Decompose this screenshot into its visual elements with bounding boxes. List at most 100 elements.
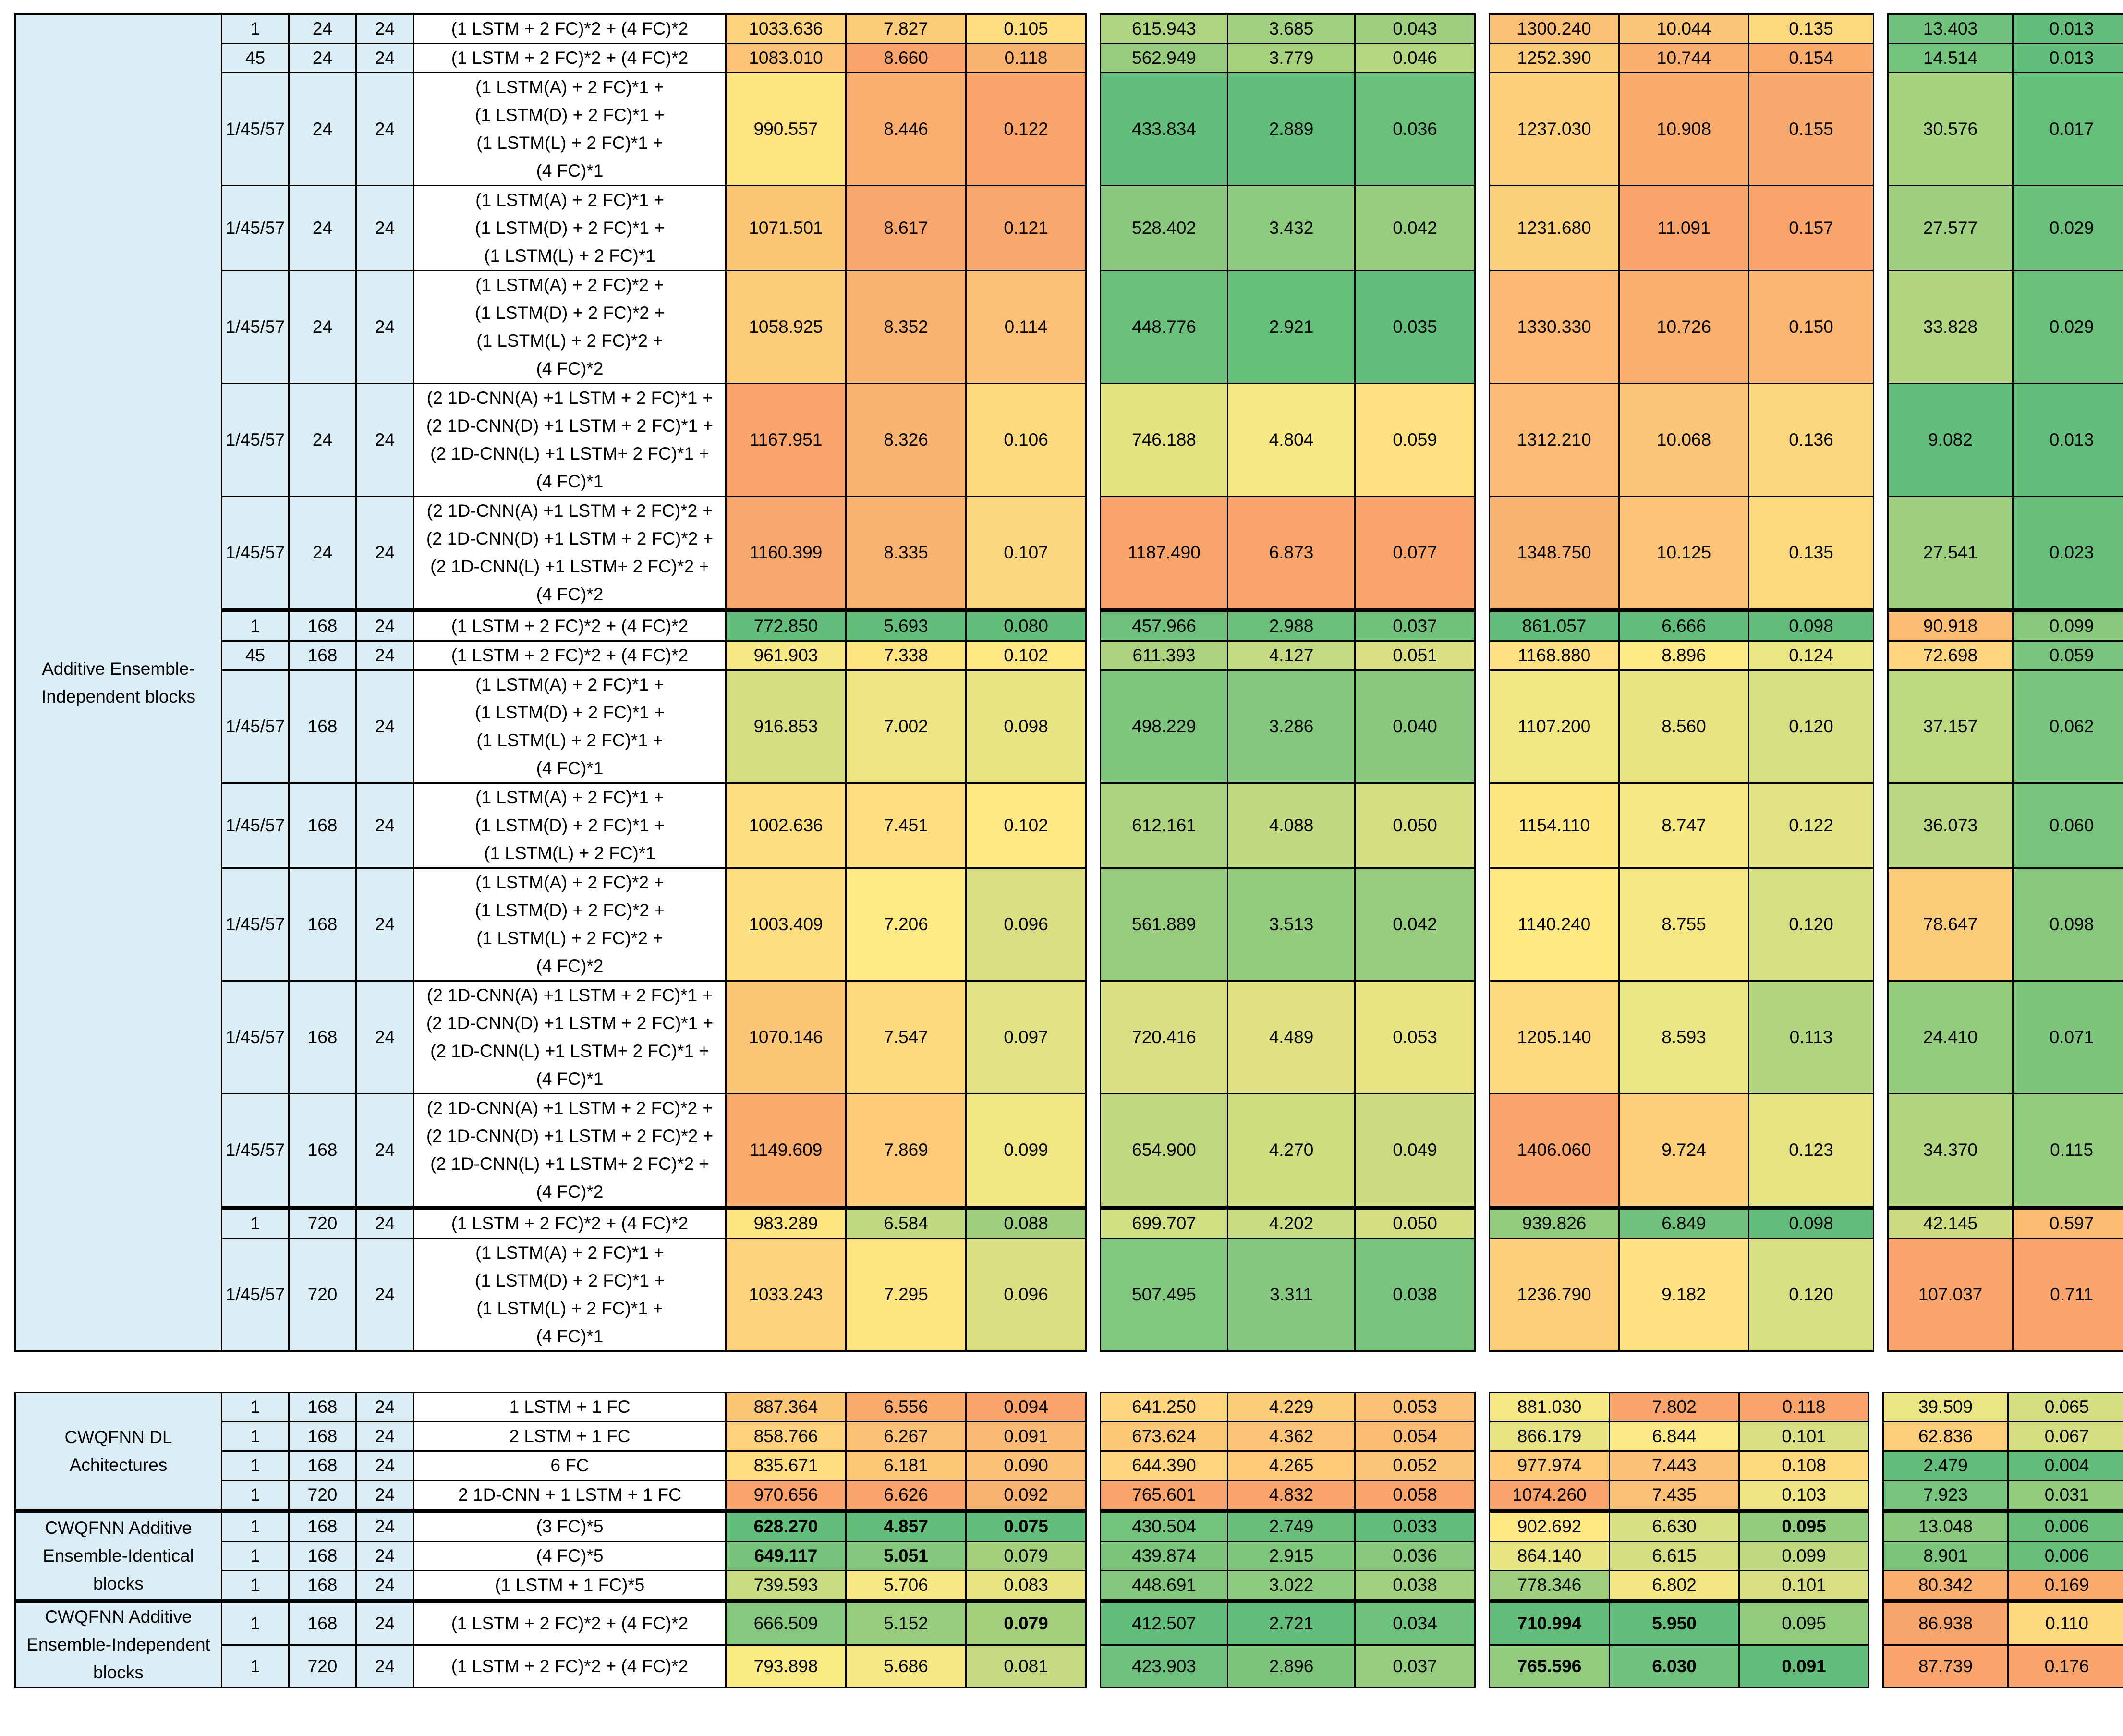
metric-cell: 1003.409: [725, 867, 847, 982]
station-cell: 1/45/57: [221, 669, 290, 784]
architecture-line: (1 LSTM(A) + 2 FC)*2 +: [475, 873, 664, 892]
architecture-line: (2 1D-CNN(D) +1 LSTM + 2 FC)*2 +: [426, 1126, 714, 1146]
architecture-cell: (1 LSTM(A) + 2 FC)*1 + (1 LSTM(D) + 2 FC)…: [413, 782, 727, 869]
metric-cell: 644.390: [1100, 1450, 1228, 1481]
metric-cell: 0.080: [965, 608, 1087, 642]
column-gap: [1086, 270, 1101, 384]
lookback-cell: 720: [288, 1238, 357, 1352]
metric-cell: 8.352: [845, 270, 967, 384]
lookback-cell: 168: [288, 1450, 357, 1481]
metric-cell: 433.834: [1100, 72, 1228, 186]
metric-cell: 10.068: [1618, 383, 1749, 497]
metric-cell: 6.666: [1618, 608, 1749, 642]
architecture-line: (4 FC)*2: [536, 956, 604, 976]
metric-cell: 7.451: [845, 782, 967, 869]
metric-cell: 3.779: [1227, 43, 1356, 73]
column-gap: [1475, 783, 1490, 868]
metric-cell: 1083.010: [725, 43, 847, 73]
column-gap: [1475, 1392, 1490, 1422]
metric-cell: 1348.750: [1489, 496, 1620, 611]
metric-cell: 0.098: [1748, 608, 1874, 642]
metric-cell: 0.097: [965, 980, 1087, 1094]
metric-cell: 1033.636: [725, 13, 847, 44]
results-table-independent-blocks: Additive Ensemble-Independent blocks 1 24 2…: [14, 13, 2123, 1352]
column-gap: [1873, 641, 1888, 670]
metric-cell: 0.092: [965, 1480, 1087, 1512]
architecture-line: (1 LSTM(D) + 2 FC)*2 +: [475, 900, 665, 920]
metric-cell: 0.098: [2012, 867, 2123, 982]
metric-cell: 1330.330: [1489, 270, 1620, 384]
metric-cell: 939.826: [1489, 1206, 1620, 1239]
metric-cell: 3.432: [1227, 185, 1356, 271]
lookback-cell: 168: [288, 608, 357, 642]
architecture-line: (1 LSTM + 2 FC)*2 + (4 FC)*2: [451, 1214, 689, 1233]
architecture-cell: (1 LSTM(A) + 2 FC)*1 + (1 LSTM(D) + 2 FC)…: [413, 1238, 727, 1352]
metric-cell: 1312.210: [1489, 383, 1620, 497]
architecture-line: (2 1D-CNN(A) +1 LSTM + 2 FC)*1 +: [426, 388, 713, 408]
architecture-line: (1 LSTM(A) + 2 FC)*1 +: [475, 1243, 664, 1263]
column-gap: [1868, 1392, 1883, 1422]
architecture-line: (1 LSTM(L) + 2 FC)*1 +: [476, 133, 663, 153]
metric-cell: 0.053: [1354, 1392, 1476, 1422]
table-row: 1/45/57 24 24 (1 LSTM(A) + 2 FC)*2 + (1 LSTM…: [15, 270, 2123, 384]
column-gap: [1475, 670, 1490, 783]
architecture-line: (2 1D-CNN(D) +1 LSTM + 2 FC)*1 +: [426, 1013, 714, 1033]
metric-cell: 7.002: [845, 669, 967, 784]
metric-cell: 0.136: [1748, 383, 1874, 497]
column-gap: [1086, 14, 1101, 44]
metric-cell: 1107.200: [1489, 669, 1620, 784]
column-gap: [1873, 185, 1888, 271]
column-gap: [1475, 1541, 1490, 1571]
metric-cell: 0.088: [965, 1206, 1087, 1239]
metric-cell: 9.082: [1887, 383, 2014, 497]
architecture-cell: (1 LSTM + 2 FC)*2 + (4 FC)*2: [413, 43, 727, 73]
table-row: 1 720 24 (1 LSTM + 2 FC)*2 + (4 FC)*2 983.28…: [15, 1206, 2123, 1239]
metric-cell: 887.364: [725, 1392, 847, 1422]
column-gap: [1475, 1093, 1490, 1208]
architecture-line: (1 LSTM + 2 FC)*2 + (4 FC)*2: [451, 1656, 689, 1676]
metric-cell: 0.035: [1354, 270, 1476, 384]
metric-cell: 8.335: [845, 496, 967, 611]
table-row: 1 168 24 2 LSTM + 1 FC 858.766 6.267 0.091 673.…: [15, 1421, 2123, 1452]
table-row: 1/45/57 24 24 (1 LSTM(A) + 2 FC)*1 + (1 LSTM…: [15, 72, 2123, 186]
column-gap: [1086, 383, 1101, 497]
table-row: CWQFNN Additive Ensemble-Identical block…: [14, 1509, 2123, 1602]
metric-cell: 0.115: [2012, 1093, 2123, 1209]
metric-cell: 8.593: [1618, 980, 1749, 1094]
metric-cell: 90.918: [1887, 608, 2014, 642]
column-gap: [1873, 670, 1888, 783]
metric-cell: 0.054: [1354, 1421, 1476, 1452]
metric-cell: 6.630: [1609, 1509, 1740, 1542]
metric-cell: 720.416: [1100, 980, 1228, 1094]
metric-cell: 793.898: [725, 1644, 847, 1688]
column-gap: [1086, 1601, 1101, 1645]
metric-cell: 0.033: [1354, 1509, 1476, 1542]
metric-cell: 0.050: [1354, 1206, 1476, 1239]
station-cell: 1: [221, 1599, 290, 1646]
metric-cell: 0.135: [1748, 13, 1874, 44]
metric-cell: 0.038: [1354, 1570, 1476, 1602]
architecture-line: (1 LSTM(A) + 2 FC)*1 +: [475, 788, 664, 807]
metric-cell: 615.943: [1100, 13, 1228, 44]
metric-cell: 0.150: [1748, 270, 1874, 384]
metric-cell: 1237.030: [1489, 72, 1620, 186]
metric-cell: 7.547: [845, 980, 967, 1094]
metric-cell: 4.489: [1227, 980, 1356, 1094]
metric-cell: 772.850: [725, 608, 847, 642]
metric-cell: 10.744: [1618, 43, 1749, 73]
metric-cell: 7.338: [845, 640, 967, 671]
horizon-cell: 24: [355, 496, 414, 611]
metric-cell: 0.711: [2012, 1238, 2123, 1352]
station-cell: 1/45/57: [221, 72, 290, 186]
metric-cell: 0.036: [1354, 1541, 1476, 1571]
metric-cell: 0.065: [2007, 1392, 2123, 1422]
architecture-cell: (1 LSTM + 2 FC)*2 + (4 FC)*2: [413, 608, 727, 642]
metric-cell: 0.101: [1738, 1421, 1869, 1452]
horizon-cell: 24: [355, 782, 414, 869]
metric-cell: 654.900: [1100, 1093, 1228, 1209]
metric-cell: 5.686: [845, 1644, 967, 1688]
architecture-cell: (1 LSTM + 1 FC)*5: [413, 1570, 727, 1602]
horizon-cell: 24: [355, 1450, 414, 1481]
table-row: 1/45/57 24 24 (2 1D-CNN(A) +1 LSTM + 2 FC)*…: [15, 383, 2123, 497]
column-gap: [1873, 868, 1888, 981]
